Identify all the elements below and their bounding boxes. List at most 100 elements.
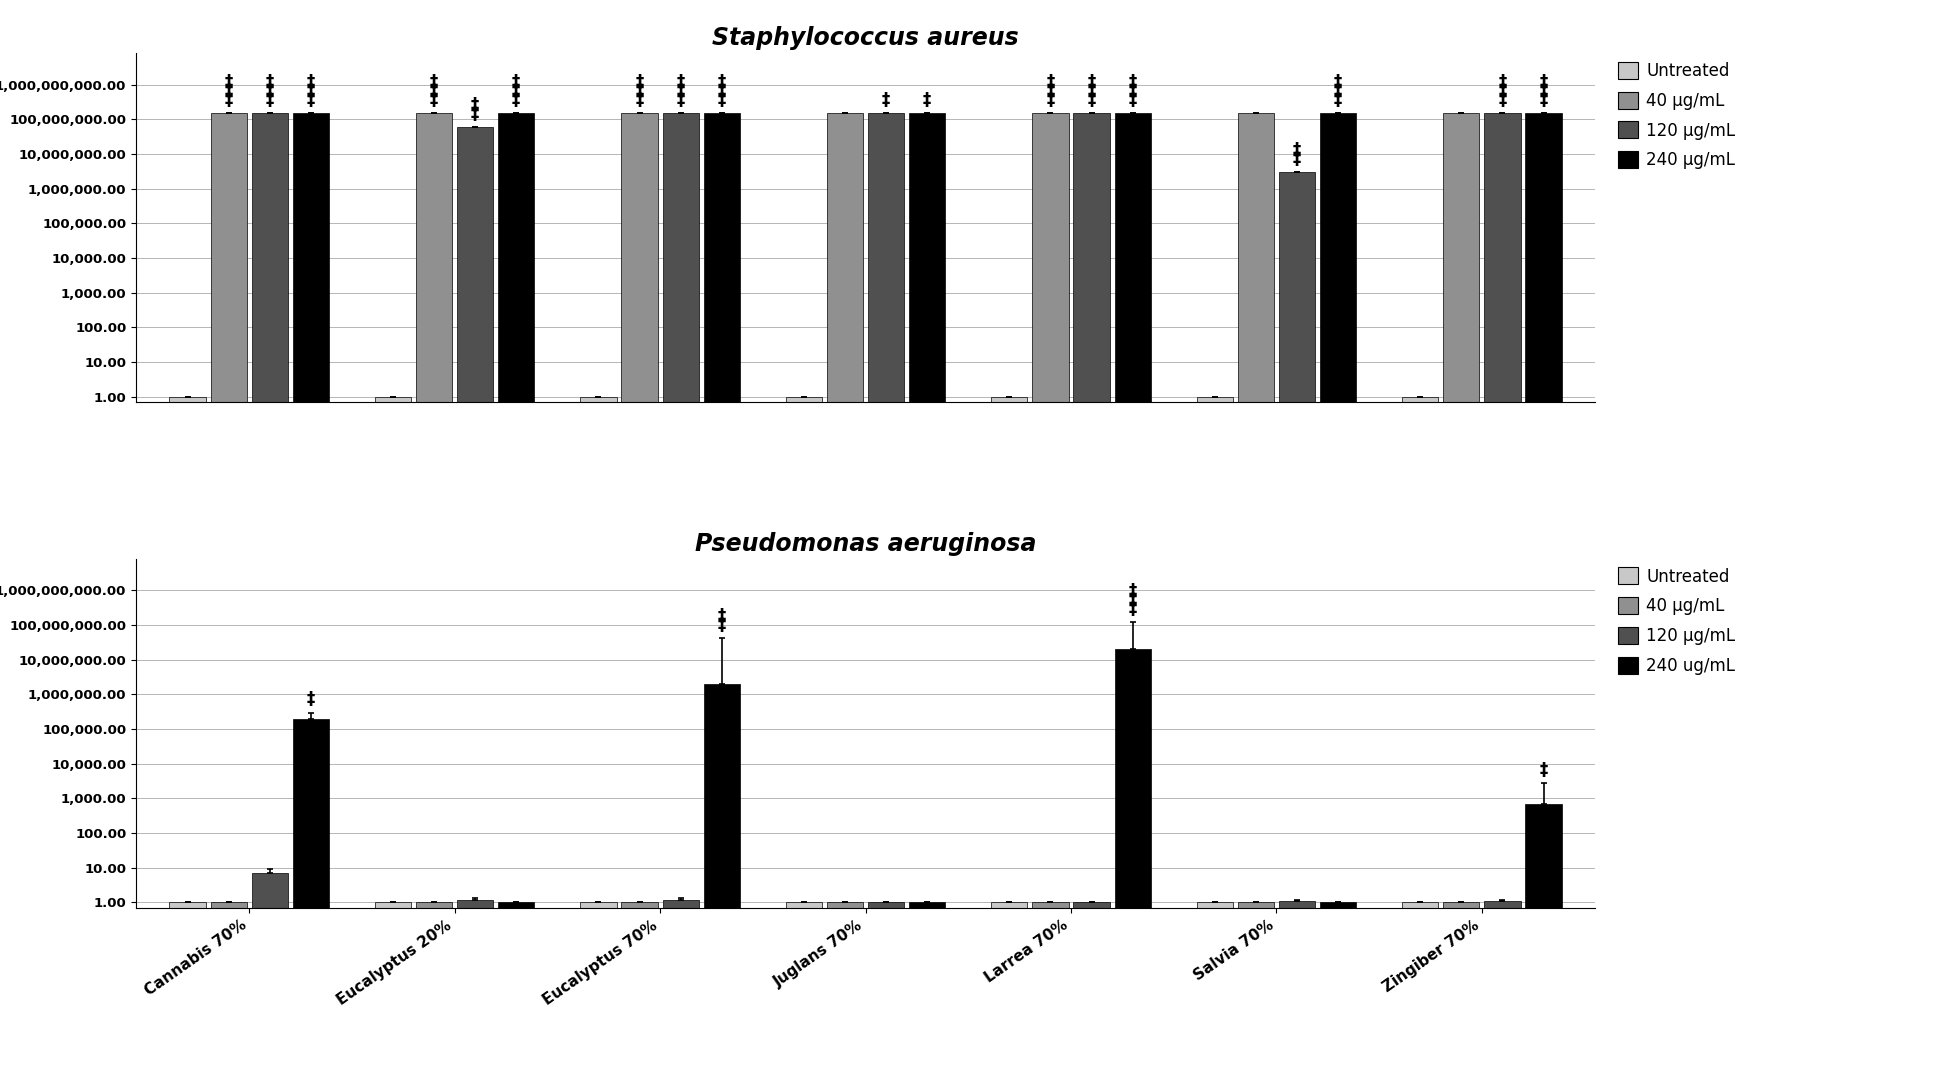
- Text: ‡: ‡: [718, 82, 725, 100]
- Title: Staphylococcus aureus: Staphylococcus aureus: [712, 26, 1019, 50]
- Bar: [1484, 113, 1521, 1068]
- Text: ‡: ‡: [1538, 761, 1548, 779]
- Bar: [663, 899, 698, 1068]
- Bar: [786, 902, 823, 1068]
- Text: ‡: ‡: [881, 91, 891, 109]
- Bar: [375, 397, 410, 1068]
- Text: ‡: ‡: [1128, 91, 1136, 109]
- Text: ‡: ‡: [430, 73, 438, 91]
- Text: ‡: ‡: [471, 96, 478, 114]
- Bar: [1114, 113, 1151, 1068]
- Bar: [704, 113, 739, 1068]
- Text: ‡: ‡: [677, 91, 685, 109]
- Bar: [622, 113, 657, 1068]
- Bar: [498, 113, 535, 1068]
- Text: ‡: ‡: [1087, 82, 1095, 100]
- Text: ‡: ‡: [1498, 82, 1507, 100]
- Bar: [1033, 113, 1068, 1068]
- Text: ‡: ‡: [1293, 141, 1301, 159]
- Bar: [1321, 113, 1356, 1068]
- Legend: Untreated, 40 μg/mL, 120 μg/mL, 240 μg/mL: Untreated, 40 μg/mL, 120 μg/mL, 240 μg/m…: [1618, 62, 1735, 170]
- Legend: Untreated, 40 μg/mL, 120 μg/mL, 240 ug/mL: Untreated, 40 μg/mL, 120 μg/mL, 240 ug/m…: [1618, 567, 1735, 675]
- Text: ‡: ‡: [1498, 91, 1507, 109]
- Bar: [251, 113, 288, 1068]
- Title: Pseudomonas aeruginosa: Pseudomonas aeruginosa: [694, 532, 1037, 555]
- Bar: [169, 902, 206, 1068]
- Text: ‡: ‡: [718, 615, 725, 633]
- Text: ‡: ‡: [1538, 91, 1548, 109]
- Bar: [580, 902, 617, 1068]
- Bar: [457, 899, 494, 1068]
- Bar: [416, 902, 451, 1068]
- Text: ‡: ‡: [512, 91, 521, 109]
- Text: ‡: ‡: [307, 690, 315, 708]
- Bar: [1196, 397, 1233, 1068]
- Bar: [867, 902, 904, 1068]
- Text: ‡: ‡: [430, 91, 438, 109]
- Bar: [1280, 901, 1315, 1068]
- Bar: [1525, 113, 1562, 1068]
- Bar: [498, 902, 535, 1068]
- Bar: [375, 902, 410, 1068]
- Bar: [992, 397, 1027, 1068]
- Text: ‡: ‡: [1046, 91, 1054, 109]
- Bar: [1074, 902, 1109, 1068]
- Text: ‡: ‡: [224, 82, 233, 100]
- Bar: [1525, 804, 1562, 1068]
- Text: ‡: ‡: [1087, 91, 1095, 109]
- Bar: [1033, 902, 1068, 1068]
- Text: ‡: ‡: [307, 91, 315, 109]
- Bar: [1074, 113, 1109, 1068]
- Bar: [1402, 902, 1439, 1068]
- Bar: [1237, 113, 1274, 1068]
- Text: ‡: ‡: [1334, 91, 1342, 109]
- Bar: [580, 397, 617, 1068]
- Bar: [292, 113, 329, 1068]
- Text: ‡: ‡: [718, 91, 725, 109]
- Bar: [663, 113, 698, 1068]
- Text: ‡: ‡: [430, 82, 438, 100]
- Text: ‡: ‡: [224, 91, 233, 109]
- Bar: [169, 397, 206, 1068]
- Text: ‡: ‡: [718, 607, 725, 625]
- Text: ‡: ‡: [512, 82, 521, 100]
- Text: ‡: ‡: [718, 73, 725, 91]
- Text: ‡: ‡: [307, 82, 315, 100]
- Text: ‡: ‡: [266, 91, 274, 109]
- Bar: [1321, 902, 1356, 1068]
- Text: ‡: ‡: [677, 82, 685, 100]
- Text: ‡: ‡: [1128, 600, 1136, 618]
- Text: ‡: ‡: [1128, 73, 1136, 91]
- Bar: [1237, 902, 1274, 1068]
- Text: ‡: ‡: [1498, 73, 1507, 91]
- Text: ‡: ‡: [677, 73, 685, 91]
- Text: ‡: ‡: [636, 73, 644, 91]
- Text: ‡: ‡: [224, 73, 233, 91]
- Bar: [1114, 649, 1151, 1068]
- Bar: [457, 127, 494, 1068]
- Bar: [416, 113, 451, 1068]
- Text: ‡: ‡: [1334, 82, 1342, 100]
- Bar: [622, 902, 657, 1068]
- Text: ‡: ‡: [1087, 73, 1095, 91]
- Bar: [908, 113, 945, 1068]
- Bar: [1280, 172, 1315, 1068]
- Text: ‡: ‡: [1538, 73, 1548, 91]
- Text: ‡: ‡: [1128, 582, 1136, 600]
- Bar: [1443, 902, 1480, 1068]
- Text: ‡: ‡: [512, 73, 521, 91]
- Bar: [251, 874, 288, 1068]
- Text: ‡: ‡: [471, 105, 478, 123]
- Text: ‡: ‡: [307, 73, 315, 91]
- Bar: [1402, 397, 1439, 1068]
- Bar: [704, 684, 739, 1068]
- Text: ‡: ‡: [1046, 82, 1054, 100]
- Text: ‡: ‡: [1293, 150, 1301, 168]
- Bar: [1443, 113, 1480, 1068]
- Text: ‡: ‡: [636, 91, 644, 109]
- Text: ‡: ‡: [1334, 73, 1342, 91]
- Bar: [827, 902, 864, 1068]
- Bar: [292, 719, 329, 1068]
- Bar: [827, 113, 864, 1068]
- Bar: [210, 113, 247, 1068]
